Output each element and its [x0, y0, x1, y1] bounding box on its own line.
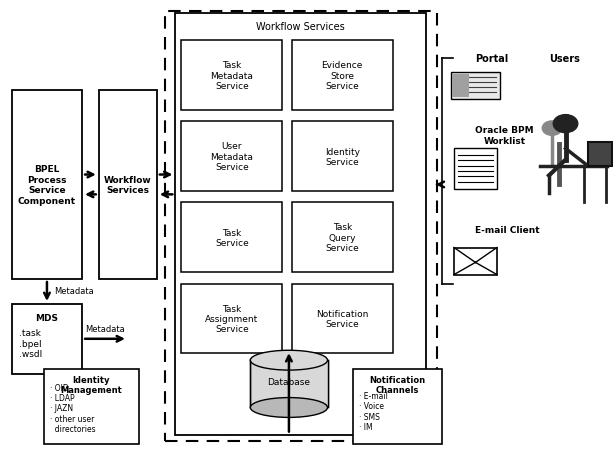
Text: Portal: Portal [475, 54, 509, 64]
Text: Metadata: Metadata [85, 325, 125, 334]
Text: Notification
Service: Notification Service [316, 309, 368, 328]
Bar [99, 91, 157, 280]
Bar [451, 73, 500, 100]
Bar [181, 284, 282, 354]
Circle shape [542, 122, 562, 136]
Text: Database: Database [268, 377, 311, 386]
Text: E-mail Client: E-mail Client [475, 226, 540, 235]
Bar [44, 369, 139, 444]
Bar [181, 203, 282, 273]
Text: Task
Service: Task Service [215, 228, 249, 248]
Circle shape [553, 115, 578, 133]
Text: Users: Users [549, 54, 580, 64]
Text: Workflow
Services: Workflow Services [104, 175, 152, 195]
Ellipse shape [251, 350, 327, 370]
Text: Identity
Management: Identity Management [60, 375, 122, 394]
Bar [175, 14, 427, 435]
Bar [12, 304, 82, 374]
Bar [292, 203, 393, 273]
Bar [588, 143, 612, 167]
Text: Evidence
Store
Service: Evidence Store Service [322, 61, 363, 91]
Text: · OID
· LDAP
· JAZN
· other user
  directories: · OID · LDAP · JAZN · other user directo… [50, 383, 95, 433]
Bar [165, 12, 438, 442]
Text: Metadata: Metadata [54, 286, 94, 295]
Text: Task
Query
Service: Task Query Service [325, 223, 359, 253]
Bar [292, 284, 393, 354]
Bar [292, 41, 393, 111]
Text: User
Metadata
Service: User Metadata Service [211, 142, 254, 172]
Text: Identity
Service: Identity Service [325, 147, 360, 166]
Text: Task
Metadata
Service: Task Metadata Service [211, 61, 254, 91]
Text: MDS: MDS [36, 313, 58, 322]
Text: Notification
Channels: Notification Channels [369, 375, 426, 394]
Text: · E-mail
· Voice
· SMS
· IM: · E-mail · Voice · SMS · IM [359, 391, 388, 431]
Bar [452, 75, 469, 97]
Bar [12, 91, 82, 280]
Ellipse shape [251, 398, 327, 418]
Bar [454, 149, 497, 189]
Bar [292, 122, 393, 192]
Text: Task
Assignment
Service: Task Assignment Service [205, 304, 258, 334]
Bar [181, 41, 282, 111]
Bar [181, 122, 282, 192]
Bar [454, 248, 497, 275]
Text: .task
.bpel
.wsdl: .task .bpel .wsdl [19, 329, 42, 359]
Text: Oracle BPM
Worklist: Oracle BPM Worklist [475, 126, 534, 145]
Text: BPEL
Process
Service
Component: BPEL Process Service Component [18, 165, 76, 205]
Bar [251, 360, 327, 408]
Bar [353, 369, 442, 444]
Text: Workflow Services: Workflow Services [257, 22, 345, 32]
